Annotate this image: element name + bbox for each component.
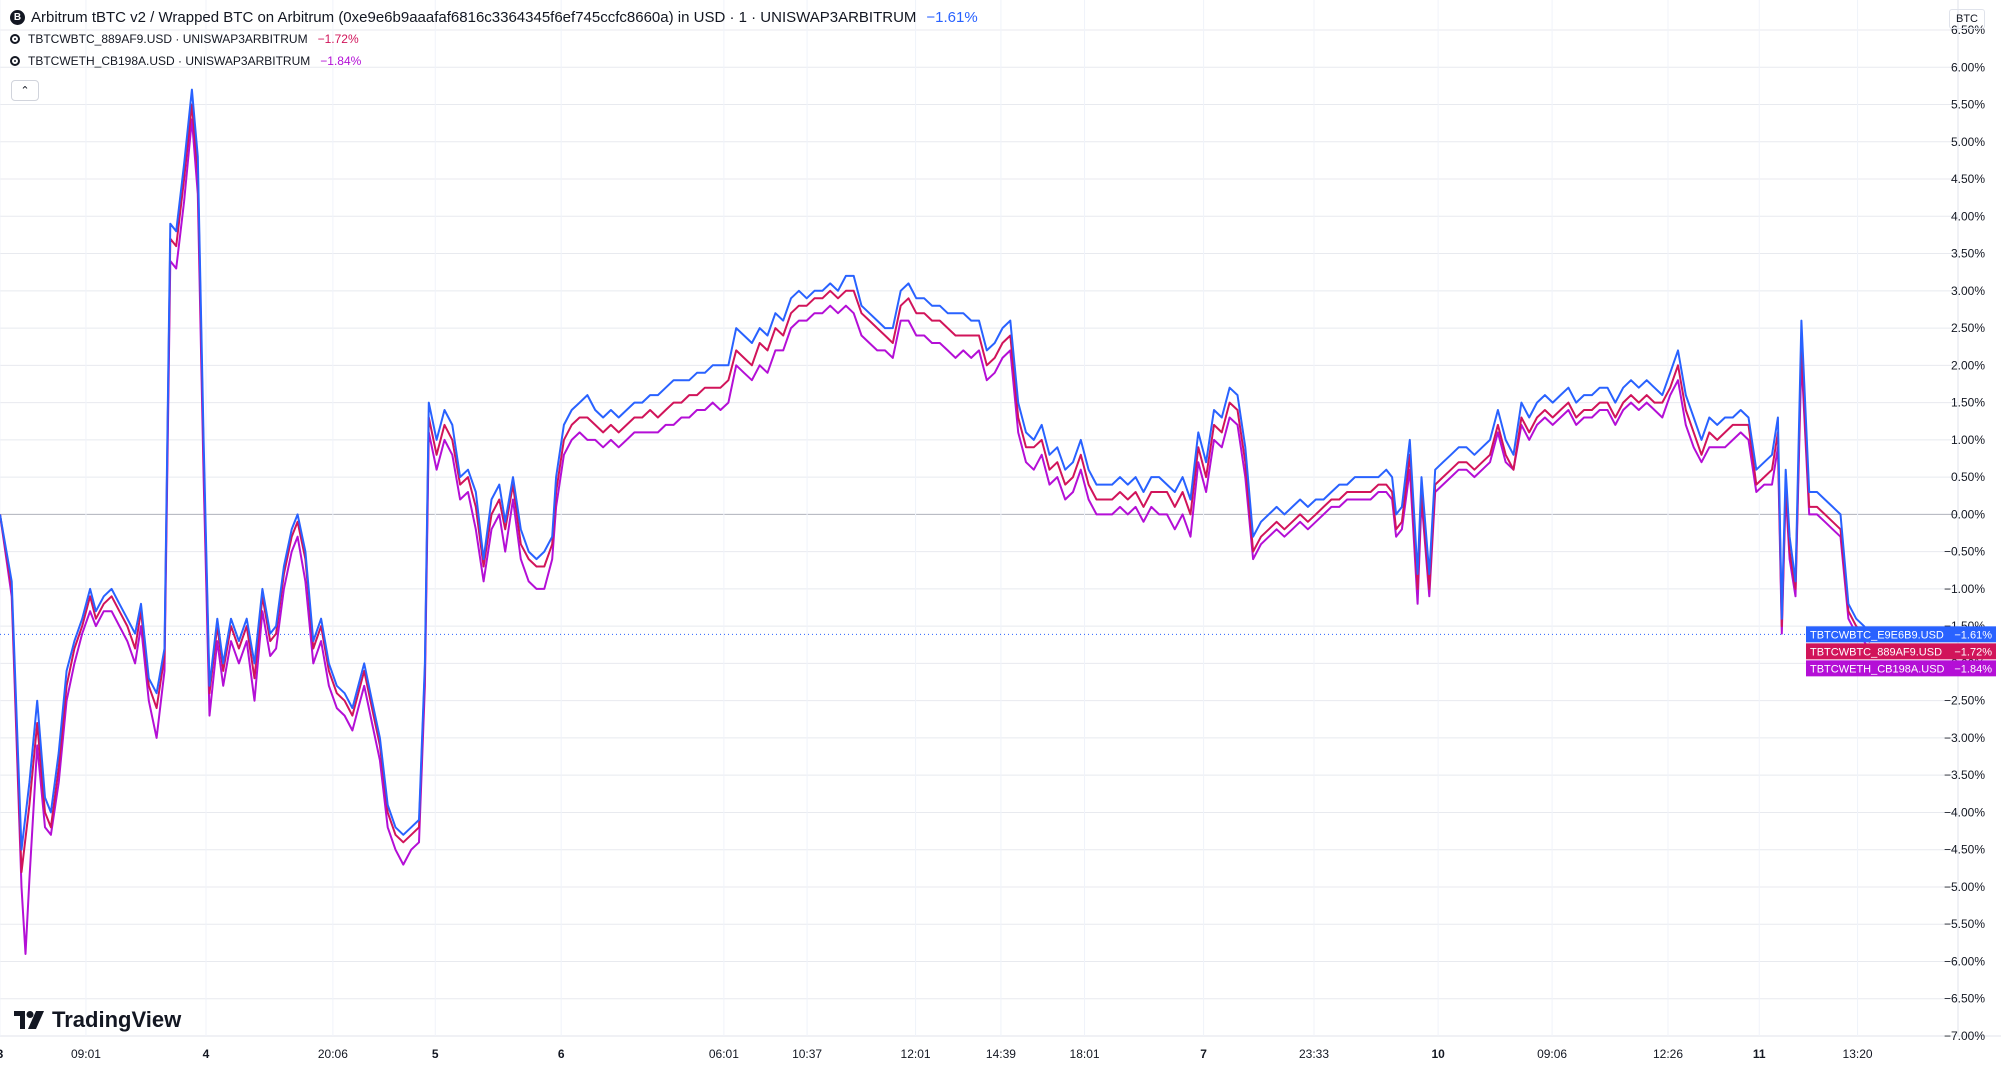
chevron-up-icon: ⌃ <box>20 85 30 97</box>
main-series-change: −1.61% <box>926 8 978 26</box>
compare-1-change: −1.72% <box>317 32 359 46</box>
series-line-1 <box>0 88 1871 851</box>
x-tick-label: 6 <box>558 1047 565 1061</box>
series-line-2 <box>0 103 1871 874</box>
y-tick-label: 6.00% <box>1951 60 1985 74</box>
y-tick-label: −1.00% <box>1944 582 1985 596</box>
last-value-text: −1.61% <box>1954 629 1992 641</box>
last-value-series-name: TBTCWBTC_E9E6B9.USD <box>1810 629 1944 641</box>
x-tick-label: 09:01 <box>71 1047 101 1061</box>
y-tick-label: 6.50% <box>1951 23 1985 37</box>
x-tick-label: 13:20 <box>1843 1047 1873 1061</box>
y-tick-label: 3.50% <box>1951 247 1985 261</box>
x-tick-label: 06:01 <box>709 1047 739 1061</box>
x-tick-label: 5 <box>432 1047 439 1061</box>
y-tick-label: −4.00% <box>1944 805 1985 819</box>
y-tick-label: −6.50% <box>1944 992 1985 1006</box>
compare-symbol-icon <box>10 34 20 44</box>
compare-2-title: TBTCWETH_CB198A.USD · UNISWAP3ARBITRUM <box>28 54 311 68</box>
x-axis[interactable]: 3 09:01 4 20:06 5 6 06:01 10:37 12:01 14:39 18:01 7… <box>0 1047 1873 1061</box>
legend-compare-2[interactable]: TBTCWETH_CB198A.USD · UNISWAP3ARBITRUM −… <box>10 50 978 72</box>
y-tick-label: −0.50% <box>1944 545 1985 559</box>
x-tick-label: 23:33 <box>1299 1047 1329 1061</box>
x-tick-label: 12:01 <box>901 1047 931 1061</box>
tradingview-logo-icon <box>14 1011 44 1029</box>
x-tick-label: 11 <box>1753 1047 1766 1061</box>
chart-legend: B Arbitrum tBTC v2 / Wrapped BTC on Arbi… <box>10 6 978 72</box>
tradingview-logo: TradingView <box>14 1007 181 1033</box>
y-tick-label: −4.50% <box>1944 843 1985 857</box>
y-tick-label: −3.50% <box>1944 768 1985 782</box>
y-tick-label: 2.50% <box>1951 321 1985 335</box>
y-tick-label: 5.00% <box>1951 135 1985 149</box>
main-series-title: Arbitrum tBTC v2 / Wrapped BTC on Arbitr… <box>31 8 917 26</box>
x-tick-label: 10:37 <box>792 1047 822 1061</box>
y-tick-label: −5.50% <box>1944 917 1985 931</box>
collapse-legend-button[interactable]: ⌃ <box>11 80 39 101</box>
grid-lines <box>0 0 2001 1037</box>
bitcoin-symbol-icon: B <box>10 9 25 25</box>
last-value-badge <box>1806 643 1996 660</box>
y-axis[interactable]: 6.50% 6.00% 5.50% 5.00% 4.50% 4.00% 3.50% 3.00%… <box>1944 23 1985 1043</box>
y-tick-label: 5.50% <box>1951 98 1985 112</box>
y-tick-label: 3.00% <box>1951 284 1985 298</box>
x-tick-label: 3 <box>0 1047 4 1061</box>
x-tick-label: 14:39 <box>986 1047 1016 1061</box>
brand-name: TradingView <box>52 1007 182 1032</box>
axis-unit-badge[interactable]: BTC <box>1949 9 1985 29</box>
x-tick-label: 09:06 <box>1537 1047 1567 1061</box>
y-tick-label: −5.00% <box>1944 880 1985 894</box>
y-tick-label: 4.00% <box>1951 209 1985 223</box>
last-value-text: −1.84% <box>1954 663 1992 675</box>
compare-symbol-icon <box>10 56 20 66</box>
series-line-3 <box>0 118 1871 955</box>
x-tick-label: 18:01 <box>1070 1047 1100 1061</box>
y-tick-label: 0.00% <box>1951 507 1985 521</box>
last-value-labels: TBTCWBTC_E9E6B9.USD −1.61% TBTCWBTC_889AF9… <box>1806 626 1996 677</box>
y-tick-label: 1.50% <box>1951 396 1985 410</box>
y-tick-label: −6.00% <box>1944 954 1985 968</box>
last-value-series-name: TBTCWBTC_889AF9.USD <box>1810 646 1942 658</box>
y-tick-label: 0.50% <box>1951 470 1985 484</box>
x-tick-label: 7 <box>1200 1047 1207 1061</box>
last-value-series-name: TBTCWETH_CB198A.USD <box>1810 663 1945 675</box>
compare-1-title: TBTCWBTC_889AF9.USD · UNISWAP3ARBITRUM <box>28 32 308 46</box>
compare-2-change: −1.84% <box>320 54 362 68</box>
last-value-badge <box>1806 626 1996 643</box>
y-tick-label: 4.50% <box>1951 172 1985 186</box>
last-value-text: −1.72% <box>1954 646 1992 658</box>
legend-compare-1[interactable]: TBTCWBTC_889AF9.USD · UNISWAP3ARBITRUM −… <box>10 28 978 50</box>
x-tick-label: 10 <box>1431 1047 1445 1061</box>
legend-main-series[interactable]: B Arbitrum tBTC v2 / Wrapped BTC on Arbi… <box>10 6 978 28</box>
x-tick-label: 12:26 <box>1653 1047 1683 1061</box>
x-tick-label: 20:06 <box>318 1047 348 1061</box>
y-tick-label: 1.00% <box>1951 433 1985 447</box>
y-tick-label: −3.00% <box>1944 731 1985 745</box>
x-tick-label: 4 <box>203 1047 210 1061</box>
series-lines <box>0 88 1871 955</box>
y-tick-label: −7.00% <box>1944 1029 1985 1043</box>
y-tick-label: −2.50% <box>1944 694 1985 708</box>
y-tick-label: 2.00% <box>1951 358 1985 372</box>
last-value-badge <box>1806 660 1996 677</box>
